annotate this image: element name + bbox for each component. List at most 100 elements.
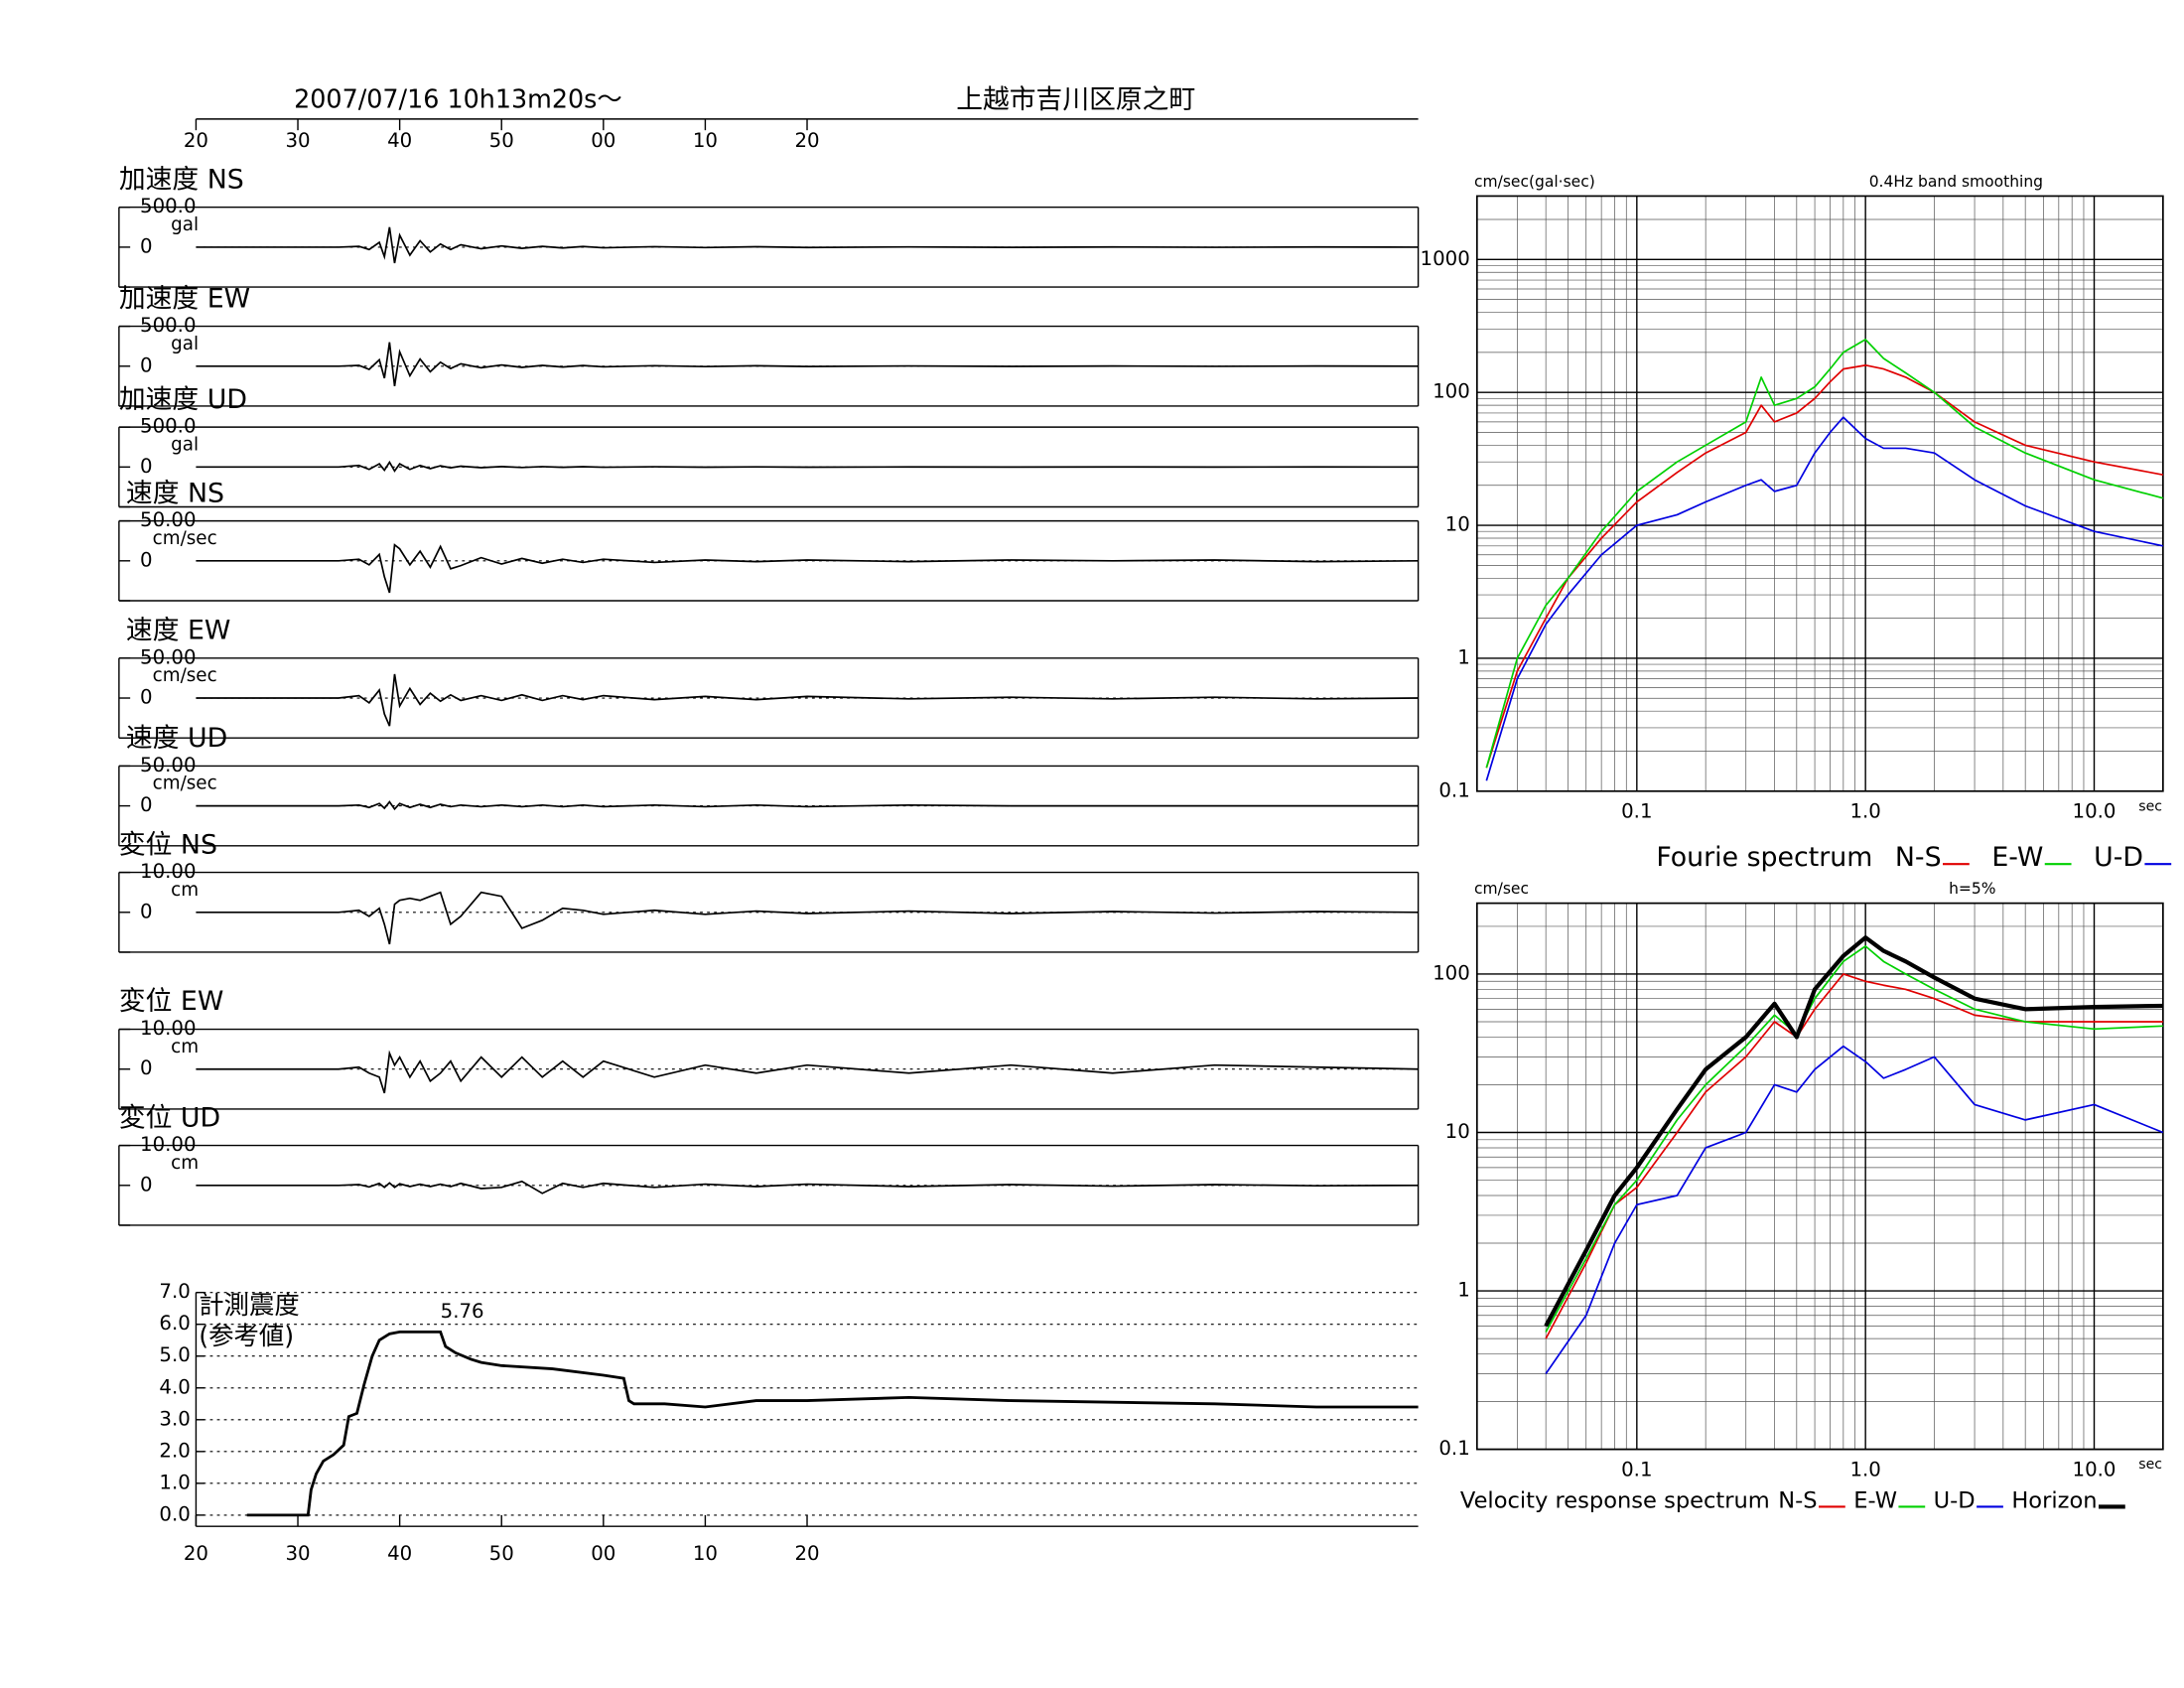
time-tick-label: 20 bbox=[184, 129, 208, 152]
panel-title: 変位 NS bbox=[119, 829, 217, 860]
unit-label: cm/sec bbox=[153, 528, 217, 549]
y-tick-label: 3.0 bbox=[159, 1407, 190, 1430]
y-tick-label: 10 bbox=[1445, 1120, 1470, 1143]
unit-label: gal bbox=[171, 214, 199, 235]
unit-label: cm bbox=[171, 1037, 199, 1057]
x-tick-label: 1.0 bbox=[1849, 1458, 1880, 1480]
time-tick-label: 10 bbox=[693, 129, 718, 152]
y-tick-label: 0.1 bbox=[1438, 778, 1469, 801]
y-tick-label: 10.00 bbox=[140, 1133, 197, 1156]
time-tick-label: 20 bbox=[794, 129, 819, 152]
plot-frame bbox=[1475, 902, 2164, 1451]
waveform bbox=[196, 342, 1419, 387]
y-tick-label: 1.0 bbox=[159, 1471, 190, 1493]
y-tick-label: 10.00 bbox=[140, 860, 197, 883]
legend-label: N-S bbox=[1895, 842, 1942, 873]
y-tick-label: 0 bbox=[140, 793, 153, 816]
unit-label: cm/sec bbox=[153, 665, 217, 686]
unit-label: gal bbox=[171, 434, 199, 455]
unit-label: cm/sec bbox=[153, 774, 217, 794]
panel-title: 変位 UD bbox=[119, 1102, 220, 1133]
spectrum-line bbox=[1544, 935, 2163, 1328]
unit-label: cm bbox=[171, 1153, 199, 1174]
waveform bbox=[196, 1050, 1419, 1094]
unit-label: gal bbox=[171, 334, 199, 354]
y-tick-label: 0 bbox=[140, 455, 153, 478]
legend-label: E-W bbox=[1991, 842, 2043, 873]
panel-title: 加速度 NS bbox=[119, 164, 244, 195]
spectrum-line bbox=[1485, 339, 2164, 769]
legend-label: Horizon bbox=[2011, 1487, 2097, 1513]
y-tick-label: 10.00 bbox=[140, 1017, 197, 1040]
y-tick-label: 500.0 bbox=[140, 195, 197, 217]
x-tick-label: 1.0 bbox=[1849, 799, 1880, 822]
y-tick-label: 4.0 bbox=[159, 1375, 190, 1398]
legend-title: Fourie spectrum bbox=[1656, 842, 1872, 873]
legend-label: U-D bbox=[2094, 842, 2143, 873]
y-tick-label: 50.00 bbox=[140, 508, 197, 531]
note: 0.4Hz band smoothing bbox=[1869, 173, 2043, 191]
time-tick-label: 00 bbox=[591, 1542, 615, 1565]
waveform bbox=[196, 1180, 1419, 1195]
y-tick-label: 7.0 bbox=[159, 1280, 190, 1303]
legend-title: Velocity response spectrum bbox=[1460, 1487, 1770, 1513]
time-tick-label: 20 bbox=[794, 1542, 819, 1565]
y-tick-label: 6.0 bbox=[159, 1312, 190, 1335]
y-tick-label: 0 bbox=[140, 1056, 153, 1079]
time-tick-label: 10 bbox=[693, 1542, 718, 1565]
y-tick-label: 100 bbox=[1433, 961, 1470, 984]
waveform bbox=[196, 800, 1419, 811]
y-tick-label: 500.0 bbox=[140, 415, 197, 438]
time-tick-label: 40 bbox=[387, 129, 412, 152]
y-tick-label: 50.00 bbox=[140, 645, 197, 668]
y-tick-label: 0 bbox=[140, 353, 153, 376]
y-unit: cm/sec(gal·sec) bbox=[1474, 173, 1595, 191]
y-tick-label: 50.00 bbox=[140, 754, 197, 776]
panel-title: 計測震度 bbox=[199, 1290, 300, 1320]
spectrum-line bbox=[1485, 416, 2164, 781]
date-label: 2007/07/16 10h13m20s〜 bbox=[294, 84, 622, 114]
x-tick-label: 10.0 bbox=[2073, 1458, 2116, 1480]
y-tick-label: 0.1 bbox=[1438, 1437, 1469, 1460]
spectrum-line bbox=[1545, 1045, 2164, 1374]
unit-label: cm bbox=[171, 880, 199, 901]
time-tick-label: 20 bbox=[184, 1542, 208, 1565]
panel-title: 速度 UD bbox=[126, 723, 227, 754]
y-tick-label: 5.0 bbox=[159, 1343, 190, 1366]
spectrum-line bbox=[1545, 973, 2163, 1339]
panel-title: 速度 NS bbox=[126, 478, 224, 508]
panel-title: 速度 EW bbox=[126, 616, 230, 646]
location-label: 上越市吉川区原之町 bbox=[956, 84, 1195, 115]
time-tick-label: 40 bbox=[387, 1542, 412, 1565]
x-tick-label: 0.1 bbox=[1621, 799, 1652, 822]
y-tick-label: 0 bbox=[140, 234, 153, 257]
waveform bbox=[196, 543, 1419, 594]
y-tick-label: 1 bbox=[1457, 645, 1470, 668]
panel-title: 加速度 EW bbox=[119, 283, 250, 314]
y-tick-label: 500.0 bbox=[140, 314, 197, 337]
spectrum-line bbox=[1545, 945, 2163, 1333]
y-tick-label: 1 bbox=[1457, 1279, 1470, 1302]
panel-subtitle: (参考値) bbox=[199, 1321, 294, 1350]
plot-frame bbox=[1475, 195, 2164, 792]
y-tick-label: 0.0 bbox=[159, 1502, 190, 1525]
y-tick-label: 0 bbox=[140, 1173, 153, 1196]
y-tick-label: 0 bbox=[140, 900, 153, 922]
y-unit: cm/sec bbox=[1474, 880, 1529, 898]
intensity-line bbox=[246, 1330, 1419, 1517]
legend-label: U-D bbox=[1934, 1487, 1976, 1513]
legend-label: N-S bbox=[1778, 1487, 1817, 1513]
time-tick-label: 50 bbox=[489, 1542, 514, 1565]
y-tick-label: 100 bbox=[1433, 380, 1470, 403]
x-unit: sec bbox=[2138, 798, 2162, 814]
waveform bbox=[196, 673, 1419, 727]
waveform bbox=[196, 460, 1419, 473]
note: h=5% bbox=[1949, 880, 1995, 898]
waveform bbox=[196, 891, 1419, 945]
x-tick-label: 10.0 bbox=[2073, 799, 2116, 822]
x-unit: sec bbox=[2138, 1457, 2162, 1473]
spectrum-line bbox=[1485, 364, 2164, 769]
y-tick-label: 0 bbox=[140, 548, 153, 571]
panel-title: 変位 EW bbox=[119, 986, 223, 1017]
